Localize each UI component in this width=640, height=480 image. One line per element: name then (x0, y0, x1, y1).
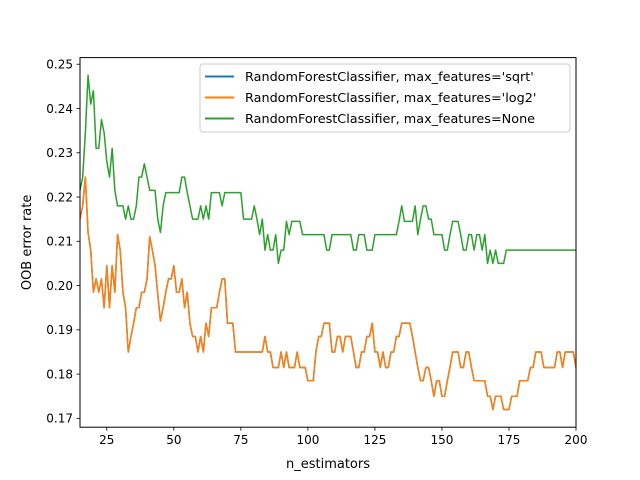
y-tick-label: 0.22 (46, 190, 73, 204)
x-axis-ticks: 25 50 75 100 125 150 175 200 (99, 427, 587, 447)
series-lines (80, 74, 576, 411)
y-axis-ticks: 0.17 0.18 0.19 0.20 0.21 0.22 0.23 0.24 0.25 (46, 58, 80, 426)
x-axis-label: n_estimators (286, 457, 370, 472)
y-tick-label: 0.24 (46, 102, 73, 116)
x-tick-label: 25 (99, 433, 114, 447)
x-tick-label: 50 (166, 433, 181, 447)
plot-frame (79, 57, 577, 428)
legend: RandomForestClassifier, max_features='sq… (199, 63, 571, 133)
y-tick-label: 0.20 (46, 279, 73, 293)
y-tick-label: 0.21 (46, 235, 73, 249)
y-tick-label: 0.18 (46, 367, 73, 381)
x-tick-label: 200 (565, 433, 588, 447)
y-tick-label: 0.17 (46, 412, 73, 426)
legend-box (199, 63, 571, 133)
legend-label: RandomForestClassifier, max_features='sq… (245, 70, 534, 85)
x-tick-label: 100 (296, 433, 319, 447)
x-tick-label: 150 (430, 433, 453, 447)
x-tick-label: 125 (363, 433, 386, 447)
x-tick-label: 75 (233, 433, 248, 447)
series-line-2 (80, 74, 576, 265)
x-tick-label: 175 (498, 433, 521, 447)
series-line-1 (80, 176, 576, 411)
y-tick-label: 0.25 (46, 58, 73, 72)
legend-label: RandomForestClassifier, max_features='lo… (245, 91, 536, 106)
y-tick-label: 0.19 (46, 323, 73, 337)
y-axis-label: OOB error rate (20, 195, 35, 291)
legend-label: RandomForestClassifier, max_features=Non… (245, 112, 535, 127)
y-tick-label: 0.23 (46, 146, 73, 160)
